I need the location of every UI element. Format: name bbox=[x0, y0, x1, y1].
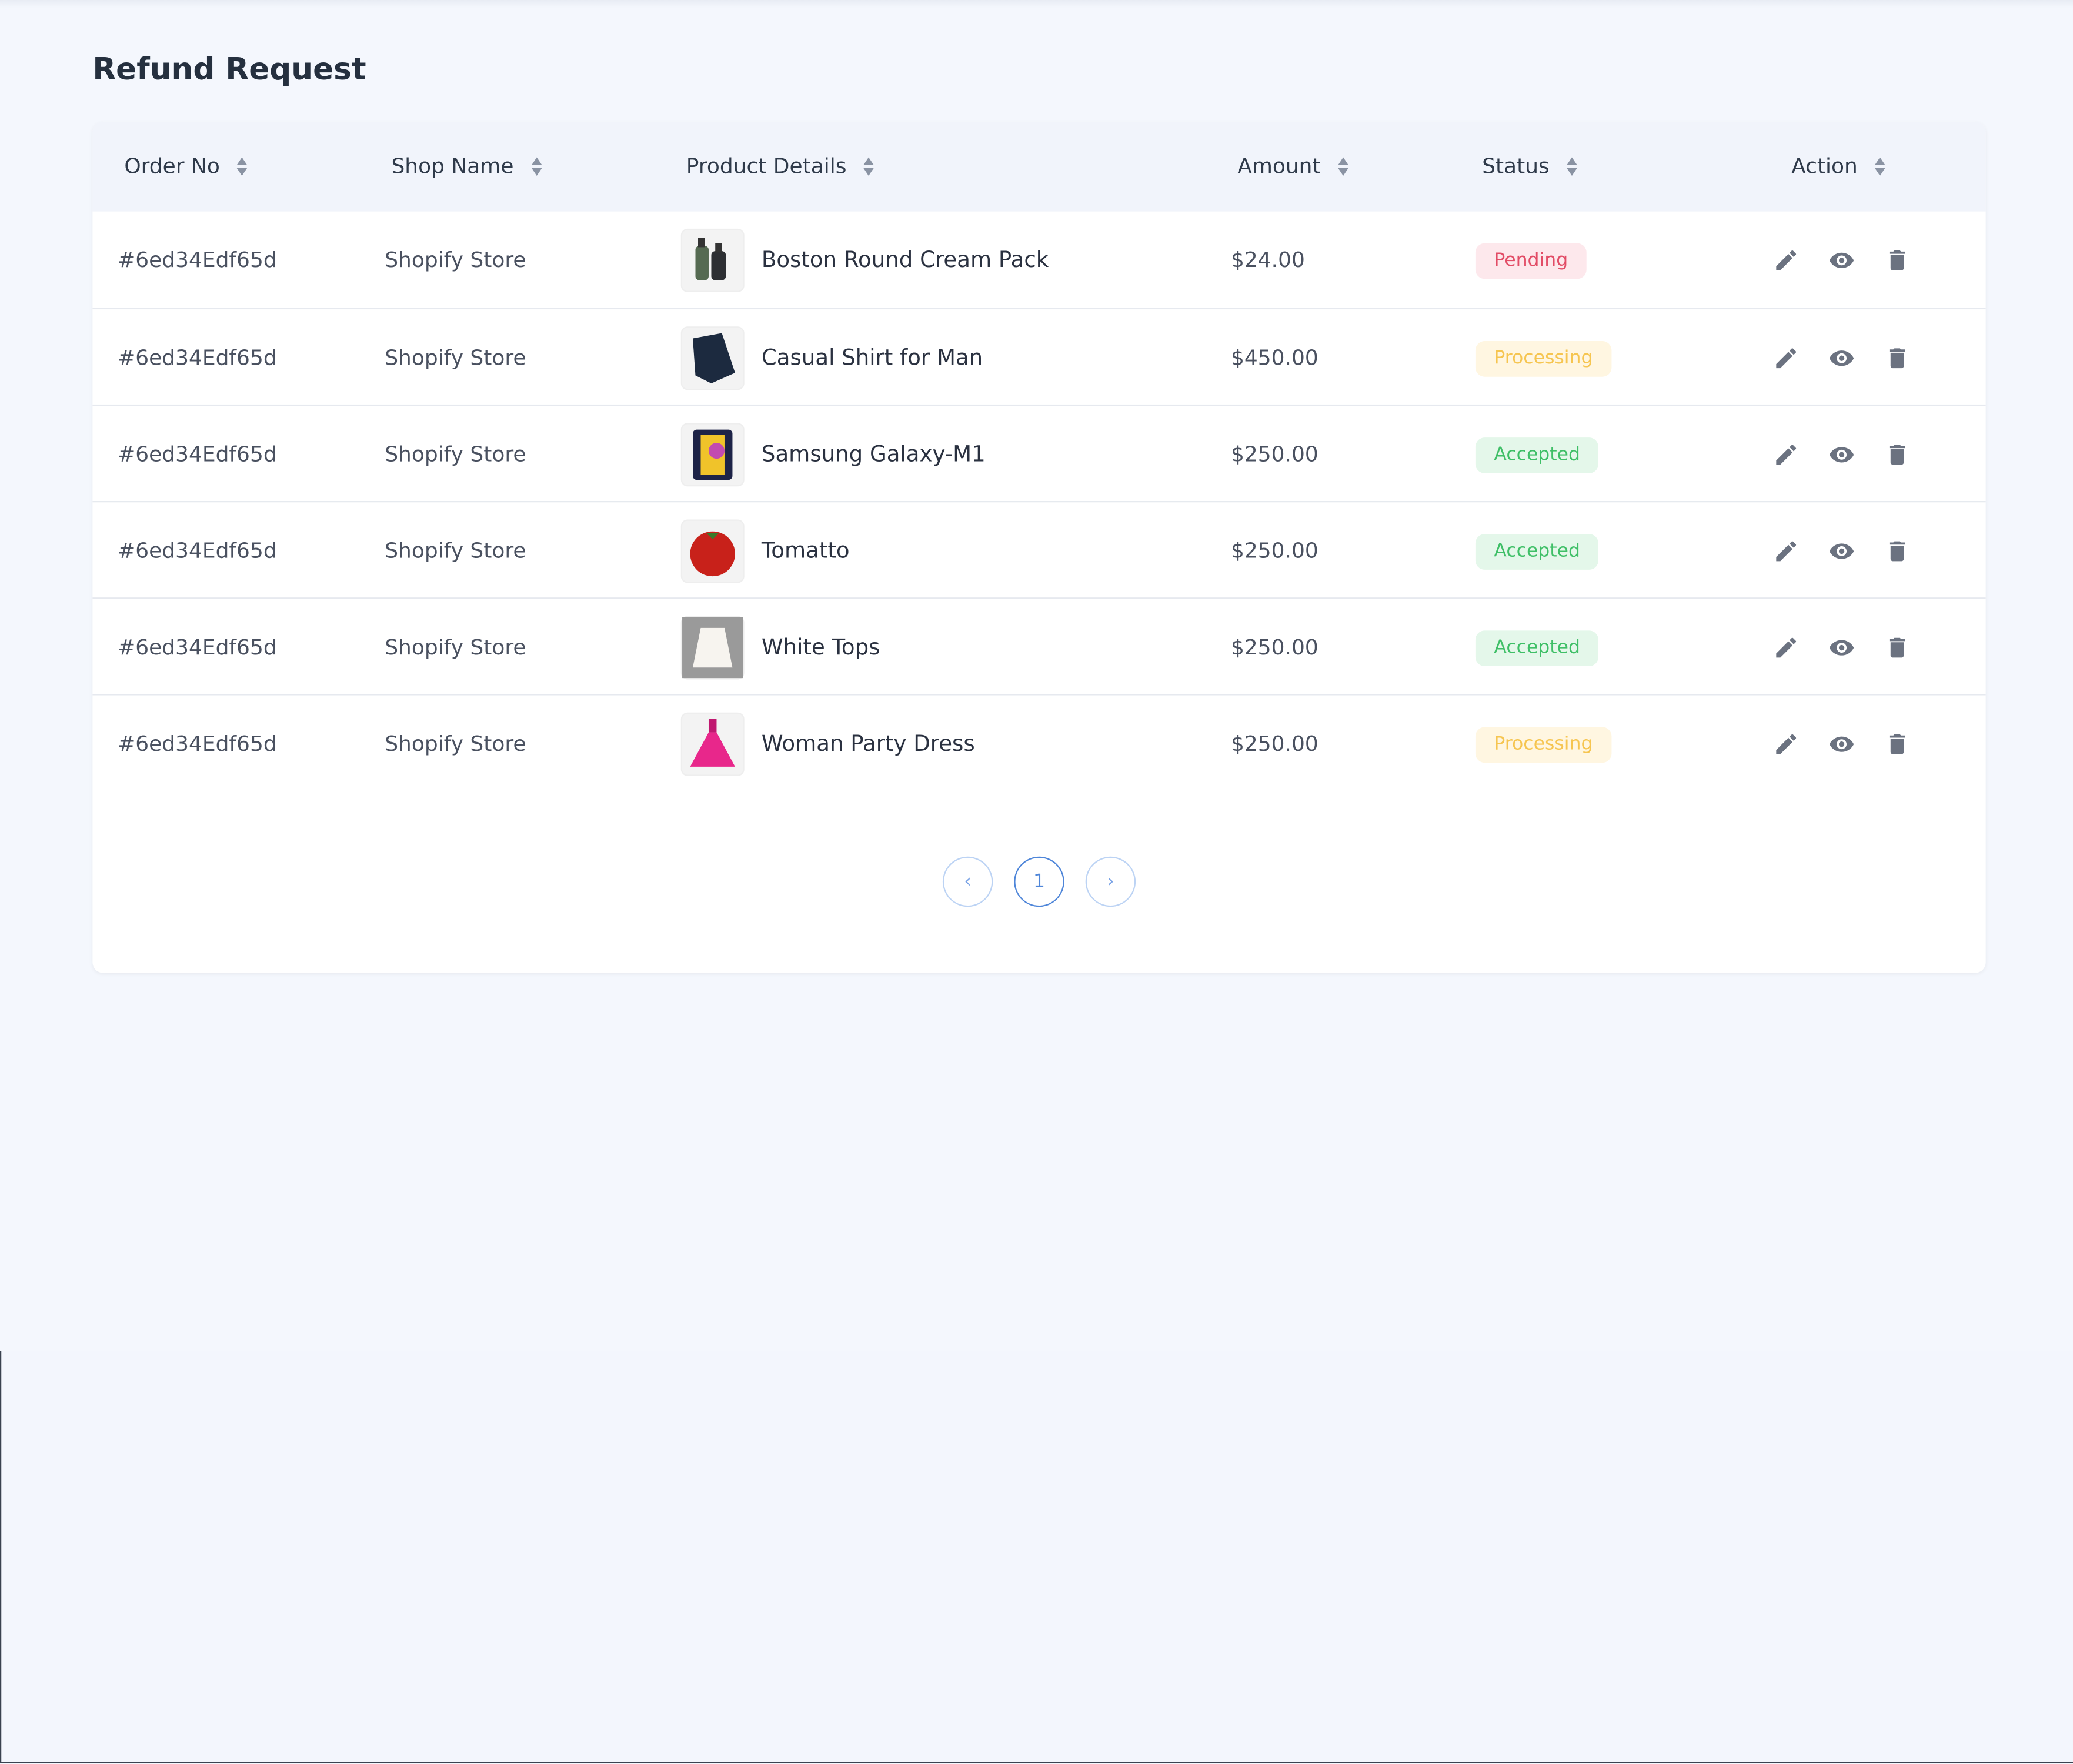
sort-icon[interactable] bbox=[1337, 155, 1350, 176]
amount: $250.00 bbox=[1230, 731, 1318, 756]
column-header[interactable]: Amount bbox=[1237, 153, 1350, 179]
table-row: #6ed34Edf65d Shopify Store Tomatto $250.00 A… bbox=[92, 501, 1986, 599]
shop-name: Shopify Store bbox=[385, 537, 526, 563]
status-badge: Processing bbox=[1475, 341, 1611, 377]
product-name: Samsung Galaxy-M1 bbox=[761, 441, 986, 467]
status-badge: Processing bbox=[1475, 727, 1611, 763]
product-name: Tomatto bbox=[761, 537, 850, 563]
column-header[interactable]: Action bbox=[1791, 153, 1887, 179]
view-button[interactable] bbox=[1828, 634, 1855, 661]
order-no: #6ed34Edf65d bbox=[118, 247, 277, 273]
product-name: Casual Shirt for Man bbox=[761, 345, 983, 370]
delete-button[interactable] bbox=[1884, 634, 1911, 661]
product-name: White Tops bbox=[761, 634, 880, 660]
shop-name: Shopify Store bbox=[385, 731, 526, 756]
view-button[interactable] bbox=[1828, 538, 1855, 564]
order-no: #6ed34Edf65d bbox=[118, 537, 277, 563]
view-button[interactable] bbox=[1828, 442, 1855, 468]
column-title: Shop Name bbox=[391, 153, 514, 179]
sort-icon[interactable] bbox=[529, 155, 542, 176]
shop-name: Shopify Store bbox=[385, 634, 526, 660]
shop-name: Shopify Store bbox=[385, 441, 526, 467]
product-name: Woman Party Dress bbox=[761, 731, 975, 756]
order-no: #6ed34Edf65d bbox=[118, 345, 277, 370]
column-header[interactable]: Shop Name bbox=[391, 153, 542, 179]
table-row: #6ed34Edf65d Shopify Store Casual Shirt fo… bbox=[92, 308, 1986, 406]
lower-panel bbox=[0, 1351, 2073, 1763]
delete-button[interactable] bbox=[1884, 538, 1911, 564]
column-title: Product Details bbox=[686, 153, 847, 179]
status-badge: Accepted bbox=[1475, 437, 1599, 473]
edit-button[interactable] bbox=[1773, 731, 1800, 757]
page-number[interactable]: 1 bbox=[1014, 856, 1064, 907]
amount: $250.00 bbox=[1230, 634, 1318, 660]
product-image bbox=[680, 228, 745, 292]
column-title: Order No bbox=[124, 153, 220, 179]
product-image bbox=[680, 616, 745, 680]
page-title: Refund Request bbox=[92, 52, 366, 88]
view-button[interactable] bbox=[1828, 345, 1855, 372]
table-row: #6ed34Edf65d Shopify Store Boston Round Cr… bbox=[92, 212, 1985, 308]
product-name: Boston Round Cream Pack bbox=[761, 247, 1049, 273]
amount: $250.00 bbox=[1230, 441, 1318, 467]
product-image bbox=[680, 326, 745, 390]
amount: $24.00 bbox=[1230, 247, 1305, 273]
order-no: #6ed34Edf65d bbox=[118, 731, 277, 756]
delete-button[interactable] bbox=[1884, 731, 1911, 757]
edit-button[interactable] bbox=[1773, 247, 1800, 273]
product-image bbox=[680, 519, 745, 583]
order-no: #6ed34Edf65d bbox=[118, 441, 277, 467]
table-header: Order No Shop Name Product Details Amount St… bbox=[92, 121, 1986, 212]
status-badge: Accepted bbox=[1475, 534, 1599, 570]
column-title: Amount bbox=[1237, 153, 1321, 179]
table-row: #6ed34Edf65d Shopify Store White Tops $250.… bbox=[92, 597, 1986, 695]
product-image bbox=[680, 712, 745, 776]
amount: $450.00 bbox=[1230, 345, 1318, 370]
shop-name: Shopify Store bbox=[385, 247, 526, 273]
column-title: Status bbox=[1482, 153, 1550, 179]
table-row: #6ed34Edf65d Shopify Store Samsung Galaxy-… bbox=[92, 404, 1986, 502]
delete-button[interactable] bbox=[1884, 247, 1911, 273]
shop-name: Shopify Store bbox=[385, 345, 526, 370]
sort-icon[interactable] bbox=[236, 155, 249, 176]
view-button[interactable] bbox=[1828, 731, 1855, 757]
edit-button[interactable] bbox=[1773, 442, 1800, 468]
edit-button[interactable] bbox=[1773, 345, 1800, 372]
next-page[interactable]: › bbox=[1085, 856, 1136, 907]
table-card: Order No Shop Name Product Details Amount St… bbox=[92, 121, 1986, 973]
sort-icon[interactable] bbox=[1874, 155, 1887, 176]
sort-icon[interactable] bbox=[1565, 155, 1578, 176]
order-no: #6ed34Edf65d bbox=[118, 634, 277, 660]
sort-icon[interactable] bbox=[862, 155, 875, 176]
view-button[interactable] bbox=[1828, 247, 1855, 273]
top-shade bbox=[0, 0, 2073, 8]
column-title: Action bbox=[1791, 153, 1858, 179]
edit-button[interactable] bbox=[1773, 634, 1800, 661]
delete-button[interactable] bbox=[1884, 345, 1911, 372]
prev-page[interactable]: ‹ bbox=[942, 856, 993, 907]
delete-button[interactable] bbox=[1884, 442, 1911, 468]
status-badge: Accepted bbox=[1475, 630, 1599, 667]
column-header[interactable]: Product Details bbox=[686, 153, 876, 179]
edit-button[interactable] bbox=[1773, 538, 1800, 564]
amount: $250.00 bbox=[1230, 537, 1318, 563]
column-header[interactable]: Order No bbox=[124, 153, 249, 179]
product-image bbox=[680, 423, 745, 487]
table-row: #6ed34Edf65d Shopify Store Woman Party Dre… bbox=[92, 694, 1986, 791]
column-header[interactable]: Status bbox=[1482, 153, 1578, 179]
status-badge: Pending bbox=[1475, 243, 1587, 279]
